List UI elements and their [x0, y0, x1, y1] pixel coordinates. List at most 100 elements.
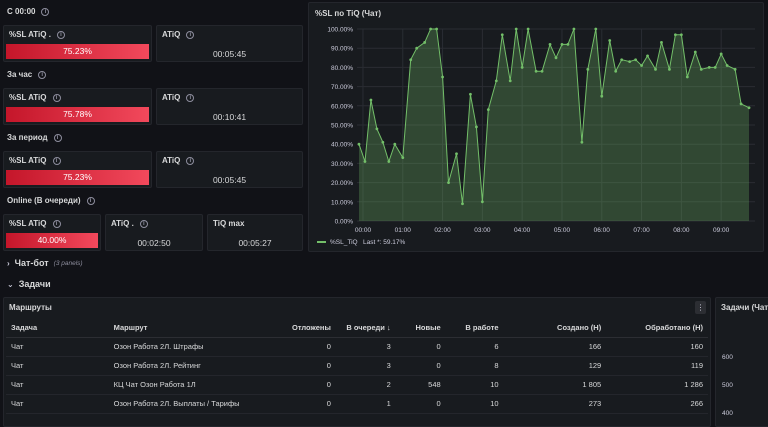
- table-row[interactable]: Чат КЦ Чат Озон Работа 1Л 0 2 548 10 1 8…: [6, 375, 708, 395]
- info-icon[interactable]: i: [139, 219, 148, 228]
- stat-value: 00:10:41: [212, 112, 247, 122]
- stat-panel-atiq-r2[interactable]: ATiQ i 00:10:41: [156, 88, 303, 125]
- info-icon[interactable]: i: [186, 93, 195, 102]
- y-tick-label: 40.00%: [331, 142, 353, 149]
- sl-tiq-chart-panel[interactable]: %SL по TiQ (Чат) 0.00% 10.00% 20.00% 30.00%…: [308, 2, 764, 252]
- column-header[interactable]: В очереди ↓: [335, 319, 396, 338]
- stat-panel-sl-atiq-r1[interactable]: %SL ATiQ . i 75.23%: [3, 25, 152, 62]
- x-tick-label: 08:00: [673, 227, 690, 234]
- table-cell: Чат: [6, 375, 109, 395]
- table-row[interactable]: Чат Озон Работа 2Л. Штрафы 0 3 0 6 166 1…: [6, 337, 708, 357]
- table-cell: КЦ Чат Озон Работа 1Л: [108, 375, 268, 395]
- table-cell: 266: [606, 394, 708, 414]
- table-cell: 0: [267, 375, 336, 395]
- data-point: [685, 75, 689, 79]
- info-icon[interactable]: i: [186, 30, 195, 39]
- table-cell: Озон Работа 2Л. Рейтинг: [108, 356, 268, 376]
- table-cell: 0: [267, 356, 336, 376]
- tasks-chart-panel[interactable]: Задачи (Чат 600 500 400 300: [715, 297, 768, 427]
- stat-value: 00:05:45: [212, 49, 247, 59]
- data-point: [423, 41, 427, 44]
- data-point: [534, 69, 538, 73]
- stat-title: %SL ATiQ: [9, 93, 47, 102]
- column-header[interactable]: Новые: [395, 319, 446, 338]
- data-point: [572, 27, 576, 31]
- data-point: [566, 42, 570, 46]
- data-point: [369, 98, 373, 102]
- table-row[interactable]: Чат Озон Работа 2Л. Выплаты / Тарифы 0 1…: [6, 394, 708, 414]
- info-icon[interactable]: i: [53, 133, 62, 142]
- table-cell: 160: [606, 337, 708, 357]
- data-point: [415, 46, 419, 50]
- stat-panel-atiq-r4[interactable]: ATiQ . i 00:02:50: [105, 214, 203, 251]
- data-point: [699, 67, 703, 71]
- y-tick-label: 400: [722, 410, 733, 417]
- routes-table-panel[interactable]: Маршруты ⋮ Задача Маршрут Отложены В оче…: [3, 297, 711, 427]
- data-point: [747, 106, 751, 110]
- panel-menu-icon[interactable]: ⋮: [695, 301, 706, 314]
- column-header[interactable]: Обработано (Н): [606, 319, 708, 338]
- x-tick-label: 04:00: [514, 227, 531, 234]
- table-cell: 0: [395, 356, 446, 376]
- table-cell: Чат: [6, 394, 109, 414]
- data-point: [594, 27, 598, 31]
- stat-title: ATiQ: [162, 30, 181, 39]
- stat-panel-tiq-max-r4[interactable]: TiQ max 00:05:27: [207, 214, 303, 251]
- y-tick-label: 600: [722, 354, 733, 361]
- stat-panel-atiq-r3[interactable]: ATiQ i 00:05:45: [156, 151, 303, 188]
- info-icon[interactable]: i: [52, 219, 61, 228]
- column-header[interactable]: Задача: [6, 319, 109, 338]
- data-point: [514, 27, 518, 31]
- section-per-period-label: За период: [7, 133, 48, 142]
- sl-tiq-chart: 0.00% 10.00% 20.00% 30.00% 40.00% 50.00% 60.00…: [317, 27, 755, 246]
- table-row[interactable]: Чат Озон Работа 2Л. Рейтинг 0 3 0 8 129 …: [6, 356, 708, 376]
- data-point: [608, 39, 612, 42]
- data-point: [508, 79, 512, 83]
- stat-title: ATiQ .: [111, 219, 134, 228]
- info-icon[interactable]: i: [52, 156, 61, 165]
- data-point: [713, 66, 717, 69]
- y-tick-label: 90.00%: [331, 46, 353, 53]
- column-header[interactable]: Создано (Н): [503, 319, 607, 338]
- info-icon[interactable]: i: [52, 93, 61, 102]
- chevron-down-icon: ⌄: [7, 279, 14, 289]
- info-icon[interactable]: i: [56, 30, 65, 39]
- y-tick-label: 100.00%: [327, 27, 353, 34]
- data-point: [441, 75, 444, 79]
- table-cell: 3: [335, 337, 396, 357]
- stat-panel-atiq-r1[interactable]: ATiQ i 00:05:45: [156, 25, 303, 62]
- section-online-label: Online (В очереди): [7, 196, 81, 205]
- row-tasks[interactable]: ⌄ Задачи: [7, 279, 51, 289]
- data-point: [520, 66, 524, 69]
- info-icon[interactable]: i: [86, 196, 95, 205]
- data-point: [469, 92, 472, 96]
- column-header[interactable]: В работе: [445, 319, 504, 338]
- y-tick-label: 10.00%: [331, 199, 353, 206]
- series-line: [358, 28, 750, 204]
- routes-panel-title: Маршруты: [9, 303, 52, 312]
- column-header[interactable]: Маршрут: [108, 319, 268, 338]
- y-tick-label: 0.00%: [335, 219, 354, 226]
- info-icon[interactable]: i: [186, 156, 195, 165]
- stat-title: %SL ATiQ: [9, 156, 47, 165]
- data-point: [540, 69, 544, 73]
- column-header[interactable]: Отложены: [267, 319, 336, 338]
- stat-panel-sl-atiq-r2[interactable]: %SL ATiQ i 75.78%: [3, 88, 152, 125]
- data-point: [461, 202, 464, 206]
- data-point: [679, 33, 683, 37]
- data-point: [475, 125, 478, 129]
- row-chatbot[interactable]: › Чат-бот (3 panels): [7, 258, 83, 268]
- info-icon[interactable]: i: [38, 70, 47, 79]
- row-chatbot-subtitle: (3 panels): [53, 259, 83, 267]
- data-point: [401, 156, 405, 160]
- info-icon[interactable]: i: [41, 7, 50, 16]
- tasks-panel-title: Задачи (Чат: [721, 303, 768, 312]
- table-cell: 0: [395, 394, 446, 414]
- data-point: [381, 140, 385, 144]
- section-online: Online (В очереди) i: [7, 196, 95, 205]
- stat-panel-sl-atiq-r4[interactable]: %SL ATiQ i 40.00%: [3, 214, 101, 251]
- section-per-hour-label: За час: [7, 70, 33, 79]
- data-point: [693, 50, 697, 54]
- stat-panel-sl-atiq-r3[interactable]: %SL ATiQ i 75.23%: [3, 151, 152, 188]
- table-header-row: Задача Маршрут Отложены В очереди ↓ Новы…: [6, 319, 708, 338]
